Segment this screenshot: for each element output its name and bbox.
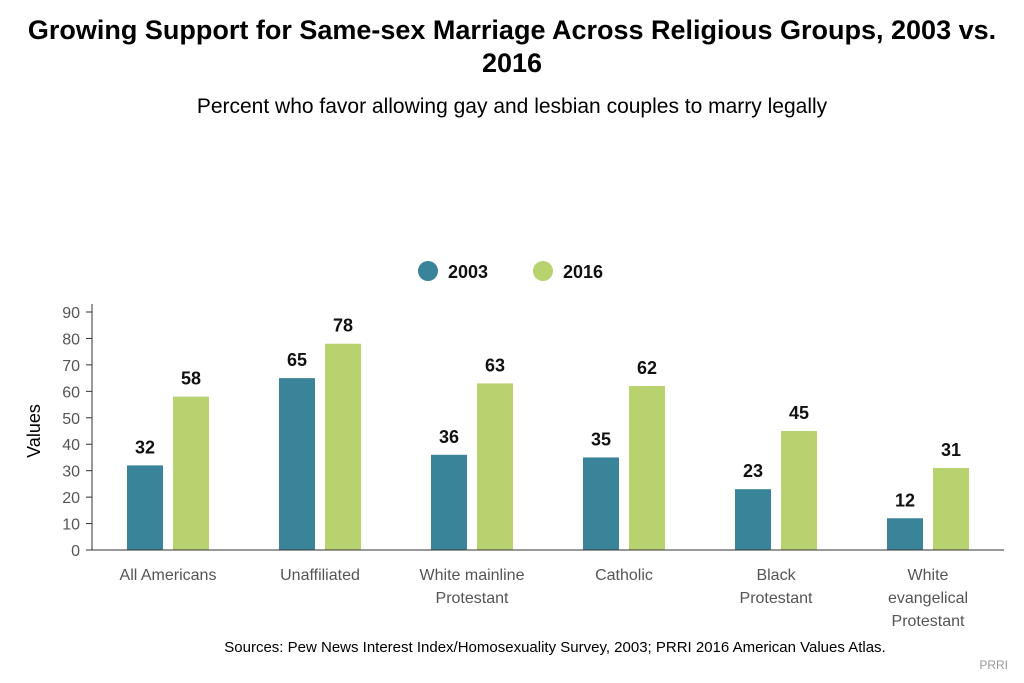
- legend-label: 2016: [563, 262, 603, 282]
- y-tick-label: 70: [62, 358, 80, 375]
- data-label: 35: [591, 429, 611, 449]
- bar-2003-1: [279, 378, 315, 550]
- data-label: 62: [637, 358, 657, 378]
- data-label: 78: [333, 316, 353, 336]
- legend-swatch-2016: [533, 261, 553, 281]
- bar-2003-5: [887, 518, 923, 550]
- data-label: 23: [743, 461, 763, 481]
- category-label: Catholic: [595, 567, 653, 584]
- data-label: 12: [895, 490, 915, 510]
- bar-2016-3: [629, 386, 665, 550]
- credit-logo: PRRI: [979, 658, 1008, 672]
- bar-2016-5: [933, 468, 969, 550]
- y-tick-label: 80: [62, 331, 80, 348]
- x-axis: All Americans Unaffiliated White mainline P…: [92, 549, 1004, 630]
- y-tick-label: 10: [62, 517, 80, 534]
- category-label: Protestant: [436, 590, 509, 607]
- legend-label: 2003: [448, 262, 488, 282]
- bar-2003-0: [127, 465, 163, 550]
- legend: 2003 2016: [418, 261, 603, 282]
- bar-2003-3: [583, 457, 619, 550]
- data-label: 45: [789, 403, 809, 423]
- category-label: Black: [756, 567, 796, 584]
- category-label: evangelical: [888, 590, 968, 607]
- data-label: 32: [135, 437, 155, 457]
- y-tick-label: 20: [62, 490, 80, 507]
- data-label: 58: [181, 369, 201, 389]
- chart-title: Growing Support for Same-sex Marriage Ac…: [27, 15, 997, 78]
- category-label: Unaffiliated: [280, 567, 360, 584]
- bar-2016-4: [781, 431, 817, 550]
- category-label: White: [908, 567, 949, 584]
- y-tick-label: 0: [71, 543, 80, 560]
- bar-2003-2: [431, 454, 467, 550]
- y-axis-label: Values: [24, 404, 44, 458]
- category-label: White mainline: [420, 567, 525, 584]
- data-label: 31: [941, 440, 961, 460]
- y-tick-label: 90: [62, 305, 80, 322]
- y-tick-label: 50: [62, 411, 80, 428]
- category-label: All Americans: [120, 567, 217, 584]
- y-axis: 0 10 20 30 40 50 60 70 80 90 Values: [24, 304, 93, 560]
- data-label: 65: [287, 350, 307, 370]
- chart-subtitle: Percent who favor allowing gay and lesbi…: [196, 95, 828, 118]
- bar-2016-1: [325, 343, 361, 550]
- bar-2003-4: [735, 489, 771, 550]
- y-tick-label: 40: [62, 437, 80, 454]
- bar-2016-0: [173, 396, 209, 550]
- bar-2016-2: [477, 383, 513, 550]
- bars: 32 58 65 78 36 63 35 62 23 45 12 31: [127, 316, 969, 550]
- y-tick-label: 30: [62, 464, 80, 481]
- data-label: 63: [485, 355, 505, 375]
- category-label: Protestant: [892, 613, 965, 630]
- y-tick-label: 60: [62, 384, 80, 401]
- category-label: Protestant: [740, 590, 813, 607]
- data-label: 36: [439, 427, 459, 447]
- source-note: Sources: Pew News Interest Index/Homosex…: [224, 639, 886, 656]
- legend-swatch-2003: [418, 261, 438, 281]
